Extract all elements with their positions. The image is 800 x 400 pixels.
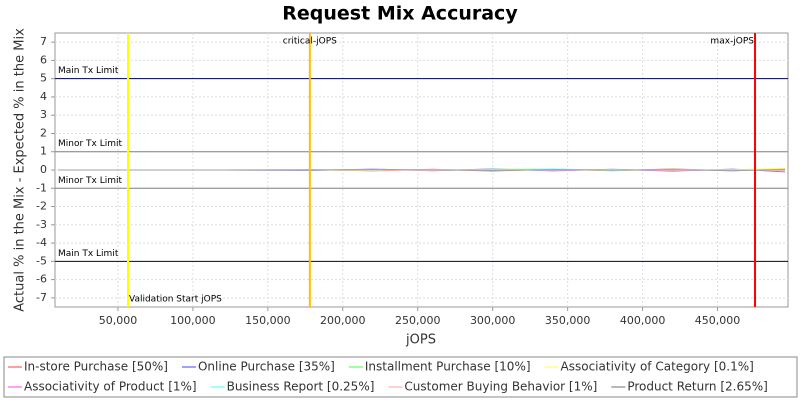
legend-label: Business Report [0.25%] xyxy=(227,380,375,394)
y-tick-label: 5 xyxy=(40,72,47,85)
y-tick-label: -2 xyxy=(36,200,47,213)
legend-label: Associativity of Product [1%] xyxy=(24,380,197,394)
x-axis-label: jOPS xyxy=(405,333,436,348)
legend-label: In-store Purchase [50%] xyxy=(24,360,168,374)
limit-label: Minor Tx Limit xyxy=(58,139,123,149)
y-tick-label: 4 xyxy=(40,90,47,103)
y-tick-label: -4 xyxy=(36,236,47,249)
x-tick-label: 50,000 xyxy=(99,314,138,327)
x-tick-label: 100,000 xyxy=(170,314,216,327)
y-tick-label: 3 xyxy=(40,108,47,121)
legend-label: Online Purchase [35%] xyxy=(198,360,335,374)
x-tick-label: 200,000 xyxy=(320,314,366,327)
limit-label: Main Tx Limit xyxy=(58,66,119,76)
y-tick-label: 2 xyxy=(40,126,47,139)
marker-label: critical-jOPS xyxy=(283,37,337,47)
limit-label: Minor Tx Limit xyxy=(58,176,123,186)
legend-box xyxy=(3,356,798,398)
y-tick-label: 1 xyxy=(40,145,47,158)
limit-label: Main Tx Limit xyxy=(58,249,119,259)
legend-label: Associativity of Category [0.1%] xyxy=(561,360,754,374)
marker-label: Validation Start jOPS xyxy=(129,295,222,305)
legend-label: Installment Purchase [10%] xyxy=(365,360,531,374)
y-tick-label: -6 xyxy=(36,273,47,286)
x-tick-label: 300,000 xyxy=(470,314,516,327)
y-tick-label: -5 xyxy=(36,254,47,267)
x-tick-label: 350,000 xyxy=(545,314,591,327)
y-tick-label: 7 xyxy=(40,35,47,48)
legend-label: Product Return [2.65%] xyxy=(627,380,768,394)
series-line xyxy=(57,168,786,172)
x-tick-label: 400,000 xyxy=(620,314,666,327)
marker-label: max-jOPS xyxy=(710,37,754,47)
x-tick-label: 150,000 xyxy=(245,314,291,327)
y-tick-label: 0 xyxy=(40,163,47,176)
y-tick-label: -1 xyxy=(36,181,47,194)
y-tick-label: 6 xyxy=(40,53,47,66)
chart-title: Request Mix Accuracy xyxy=(282,3,518,25)
y-tick-label: -3 xyxy=(36,218,47,231)
legend-label: Customer Buying Behavior [1%] xyxy=(404,380,597,394)
x-tick-label: 450,000 xyxy=(695,314,741,327)
y-axis-label: Actual % in the Mix - Expected % in the … xyxy=(13,28,28,312)
x-tick-label: 250,000 xyxy=(395,314,441,327)
y-tick-label: -7 xyxy=(36,291,47,304)
